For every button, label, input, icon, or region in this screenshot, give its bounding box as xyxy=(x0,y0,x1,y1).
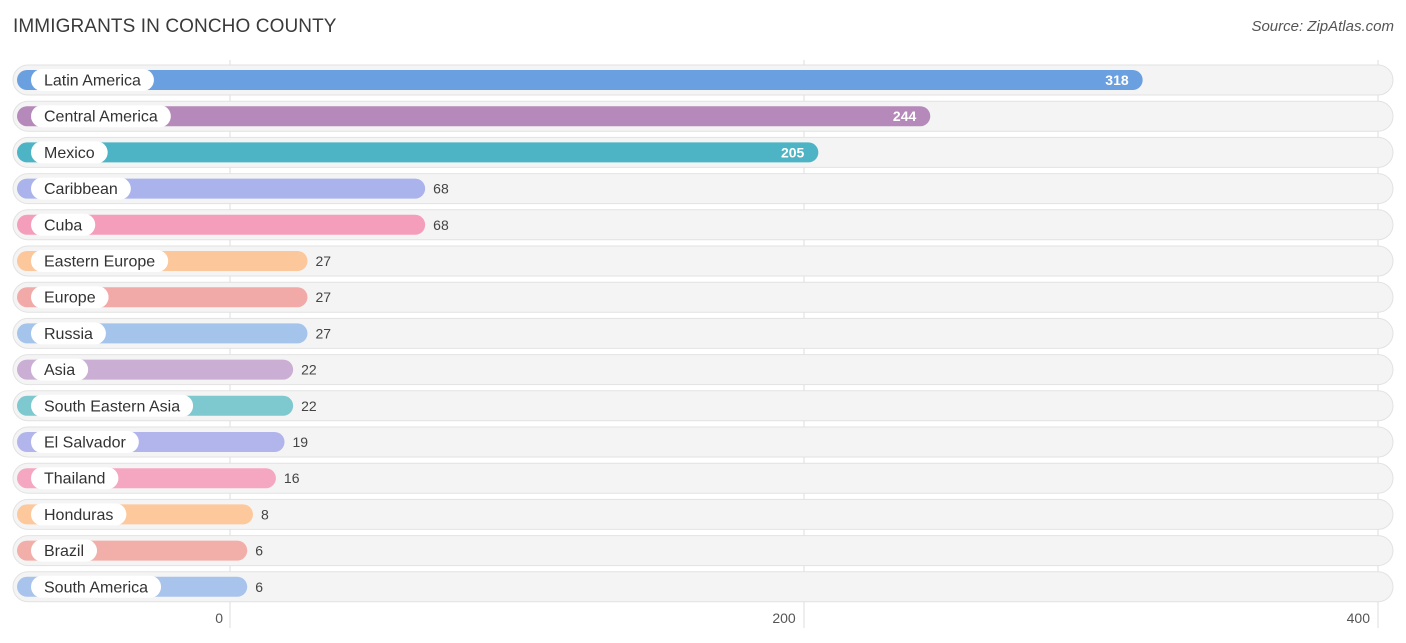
category-label-pill xyxy=(31,213,96,236)
value-label: 244 xyxy=(893,108,917,124)
category-label: Caribbean xyxy=(44,181,118,198)
category-label-pill xyxy=(31,394,194,417)
bar-rows: Latin America 318 Central America 244 Mexico… xyxy=(12,64,1394,603)
category-label-pill xyxy=(31,286,109,309)
category-label: Thailand xyxy=(44,471,105,488)
value-label: 27 xyxy=(315,253,331,269)
value-label: 19 xyxy=(293,434,309,450)
bar-track xyxy=(12,535,1394,567)
chart-title: IMMIGRANTS IN CONCHO COUNTY xyxy=(13,16,337,37)
category-label-pill xyxy=(31,177,131,200)
bar xyxy=(17,70,1143,90)
value-label: 205 xyxy=(781,144,805,160)
category-label: Eastern Europe xyxy=(44,254,155,271)
category-label: Russia xyxy=(44,326,93,343)
bar-track xyxy=(12,390,1394,422)
category-label: Cuba xyxy=(44,217,82,234)
bar-track xyxy=(12,426,1394,458)
category-label: Latin America xyxy=(44,73,141,90)
value-label: 68 xyxy=(433,181,449,197)
category-label-pill xyxy=(31,503,127,526)
category-label-pill xyxy=(31,539,98,562)
bar-track xyxy=(12,354,1394,386)
x-axis-ticks: 0 200 400 xyxy=(215,610,1370,626)
bar-track xyxy=(12,317,1394,349)
value-label: 6 xyxy=(255,579,263,595)
value-label: 8 xyxy=(261,506,269,522)
category-label-pill xyxy=(31,105,171,128)
category-label-pill xyxy=(31,141,108,164)
category-label: Europe xyxy=(44,290,96,307)
category-label-pill xyxy=(31,575,162,598)
category-label: South Eastern Asia xyxy=(44,398,180,415)
category-label: Asia xyxy=(44,362,75,379)
value-label: 22 xyxy=(301,398,317,414)
x-tick-label: 0 xyxy=(215,610,223,626)
value-label: 6 xyxy=(255,543,263,559)
x-tick-label: 200 xyxy=(772,610,796,626)
chart-source: Source: ZipAtlas.com xyxy=(1251,18,1394,35)
category-label-pill xyxy=(31,358,89,381)
category-label-pill xyxy=(31,467,119,490)
value-label: 22 xyxy=(301,362,317,378)
category-label: Brazil xyxy=(44,543,84,560)
bar xyxy=(17,106,931,127)
category-label: El Salvador xyxy=(44,435,126,452)
category-label: Honduras xyxy=(44,507,113,524)
category-label: South America xyxy=(44,579,148,596)
value-label: 27 xyxy=(315,325,331,341)
bar xyxy=(17,214,426,235)
category-label-pill xyxy=(31,250,169,272)
x-tick-label: 400 xyxy=(1347,610,1371,626)
category-label: Central America xyxy=(44,109,158,126)
value-label: 27 xyxy=(315,289,331,305)
bar-track xyxy=(12,281,1394,313)
bar xyxy=(17,142,819,163)
category-label-pill xyxy=(31,431,139,453)
value-label: 318 xyxy=(1105,72,1129,88)
bar-track xyxy=(12,245,1394,277)
bar-track xyxy=(12,462,1394,494)
category-label: Mexico xyxy=(44,145,95,162)
value-label: 68 xyxy=(433,217,449,233)
value-label: 16 xyxy=(284,470,300,486)
category-label-pill xyxy=(31,69,154,91)
bar-track xyxy=(12,498,1394,530)
category-label-pill xyxy=(31,322,106,345)
bar-track xyxy=(12,571,1394,603)
